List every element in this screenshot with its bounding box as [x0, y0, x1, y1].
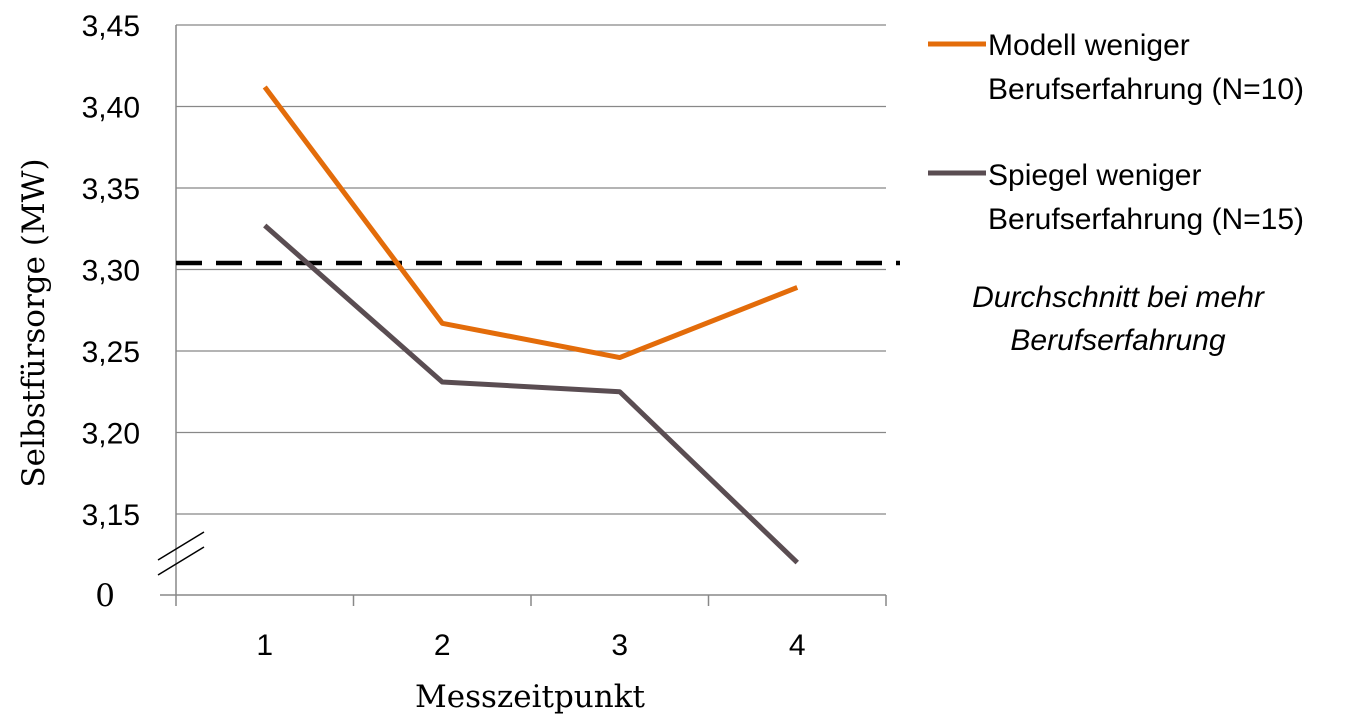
legend-label-modell-line1: Modell weniger — [988, 29, 1190, 62]
y-tick-label: 3,40 — [82, 92, 140, 125]
series-line-spiegel — [263, 223, 799, 565]
x-ticks — [175, 595, 887, 606]
x-tick-label: 3 — [611, 629, 628, 662]
y-tick-label: 3,15 — [82, 499, 140, 532]
reference-label-line1: Durchschnitt bei mehr — [972, 281, 1265, 314]
gridlines — [176, 24, 886, 515]
y-tick-label: 3,35 — [82, 173, 140, 206]
y-tick-label: 0 — [95, 578, 115, 614]
x-tick-label: 2 — [434, 629, 451, 662]
axes — [157, 25, 886, 596]
legend: Modell weniger Berufserfahrung (N=10) Sp… — [928, 29, 1304, 357]
x-tick-label: 4 — [789, 629, 806, 662]
series-line-modell — [262, 85, 799, 361]
x-tick-labels: 1 2 3 4 — [256, 629, 805, 662]
legend-label-spiegel-line1: Spiegel weniger — [988, 159, 1201, 192]
legend-label-spiegel-line2: Berufserfahrung (N=15) — [988, 203, 1304, 236]
y-tick-labels: 3,45 3,40 3,35 3,30 3,25 3,20 3,15 0 — [82, 10, 140, 614]
y-tick-label: 3,30 — [82, 255, 140, 288]
series-lines — [262, 85, 799, 565]
y-tick-label: 3,25 — [82, 336, 140, 369]
y-tick-label: 3,20 — [82, 418, 140, 451]
y-axis-title: Selbstfürsorge (MW) — [16, 158, 52, 487]
reference-label-line2: Berufserfahrung — [1010, 324, 1225, 357]
legend-label-modell-line2: Berufserfahrung (N=10) — [988, 73, 1304, 106]
x-tick-label: 1 — [256, 629, 273, 662]
x-axis-title: Messzeitpunkt — [415, 679, 646, 715]
y-tick-label: 3,45 — [82, 10, 140, 43]
axis-break-mark — [157, 531, 205, 576]
